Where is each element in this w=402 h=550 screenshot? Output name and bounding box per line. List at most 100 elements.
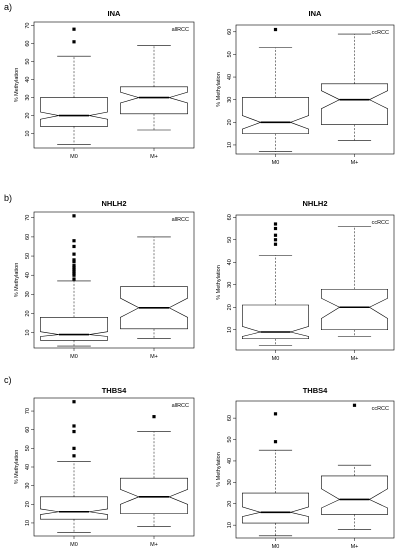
x-tick-label: M+ xyxy=(351,356,359,362)
y-tick-label: 20 xyxy=(227,304,233,310)
box-m0 xyxy=(40,214,108,347)
y-tick-label: 10 xyxy=(227,522,233,528)
outlier-point xyxy=(72,214,76,218)
panel-title: NHLH2 xyxy=(101,199,126,208)
y-tick-label: 40 xyxy=(25,272,31,278)
panel-title: THBS4 xyxy=(303,386,328,395)
panel-title: INA xyxy=(309,9,323,18)
outlier-point xyxy=(72,252,76,256)
panel-title: NHLH2 xyxy=(302,199,327,208)
x-tick-label: M0 xyxy=(70,542,78,548)
y-axis-label: % Methylation xyxy=(216,265,222,300)
outlier-point xyxy=(72,454,76,458)
row-label-b: b) xyxy=(4,193,13,203)
x-tick-label: M+ xyxy=(351,544,359,550)
y-tick-label: 30 xyxy=(227,479,233,485)
panel-thbs4-allrcc: THBS4 allRCC 10 20 30 40 50 60 70 % Methylation M0… xyxy=(14,386,195,548)
outlier-point xyxy=(273,222,278,226)
panel-title: INA xyxy=(108,9,122,18)
box-mplus xyxy=(321,225,388,337)
outlier-point xyxy=(72,244,76,249)
y-axis-label: % Methylation xyxy=(216,72,222,107)
y-tick-label: 40 xyxy=(227,74,233,80)
outlier-point xyxy=(273,27,278,32)
outlier-point xyxy=(72,239,76,243)
box-mplus xyxy=(120,45,188,131)
y-tick-label: 10 xyxy=(25,131,31,137)
y-tick-label: 40 xyxy=(227,259,233,265)
subset-label: allRCC xyxy=(172,403,189,409)
x-tick-label: M0 xyxy=(272,160,280,166)
x-tick-label: M0 xyxy=(70,354,78,360)
y-tick-label: 20 xyxy=(227,119,233,125)
y-tick-label: 10 xyxy=(25,520,31,526)
panel-title: THBS4 xyxy=(102,386,127,395)
notched-box xyxy=(321,288,388,331)
x-tick-label: M+ xyxy=(150,354,158,360)
y-tick-label: 10 xyxy=(227,327,233,333)
notched-box xyxy=(120,477,188,514)
plot-frame xyxy=(235,400,395,539)
outlier-point xyxy=(152,415,156,419)
y-tick-label: 60 xyxy=(227,214,233,220)
outlier-point xyxy=(72,258,76,262)
y-tick-label: 50 xyxy=(25,445,31,451)
plot-frame xyxy=(235,24,395,155)
notched-box xyxy=(242,304,309,340)
y-tick-label: 40 xyxy=(227,458,233,464)
outlier-point xyxy=(72,429,76,434)
subset-label: allRCC xyxy=(172,27,189,33)
outlier-point xyxy=(72,40,76,44)
outlier-point xyxy=(72,277,76,281)
notched-box xyxy=(242,492,309,524)
panel-ina-ccrcc: INA ccRCC 10 20 30 40 50 60 % Methylation M0 M+ xyxy=(216,9,395,166)
y-tick-label: 60 xyxy=(25,234,31,240)
notched-box xyxy=(40,97,108,127)
y-tick-label: 10 xyxy=(227,142,233,148)
subset-label: ccRCC xyxy=(372,30,389,36)
panel-nhlh2-ccrcc: NHLH2 ccRCC 10 20 30 40 50 60 % Methylation M0 M+ xyxy=(216,199,395,362)
y-tick-label: 20 xyxy=(25,501,31,507)
panel-thbs4-ccrcc: THBS4 ccRCC 10 20 30 40 50 60 % Methylation M0 M+ xyxy=(216,386,395,550)
box-mplus xyxy=(321,403,388,530)
y-tick-label: 30 xyxy=(25,95,31,101)
y-tick-label: 70 xyxy=(25,215,31,221)
y-tick-label: 50 xyxy=(227,237,233,243)
row-label-c: c) xyxy=(4,375,12,385)
box-mplus xyxy=(321,33,388,141)
x-tick-label: M+ xyxy=(150,542,158,548)
y-tick-label: 30 xyxy=(227,97,233,103)
x-tick-label: M+ xyxy=(150,154,158,160)
panel-nhlh2-allrcc: NHLH2 allRCC 10 20 30 40 50 60 70 % Methylation M0… xyxy=(14,199,195,360)
y-tick-label: 50 xyxy=(227,436,233,442)
box-m0 xyxy=(242,222,309,346)
outlier-point xyxy=(72,273,76,277)
y-axis-label: % Methylation xyxy=(14,450,20,485)
subset-label: ccRCC xyxy=(372,220,389,226)
y-axis-label: % Methylation xyxy=(14,68,20,103)
subset-label: allRCC xyxy=(172,217,189,223)
box-m0 xyxy=(242,27,309,153)
x-tick-label: M0 xyxy=(272,544,280,550)
y-tick-label: 50 xyxy=(25,253,31,259)
box-m0 xyxy=(40,400,108,533)
plot-frame xyxy=(33,21,195,149)
subset-label: ccRCC xyxy=(372,406,389,412)
y-axis-label: % Methylation xyxy=(14,263,20,298)
notched-box xyxy=(40,496,108,520)
outlier-point xyxy=(72,27,76,31)
outlier-point xyxy=(72,400,76,404)
y-tick-label: 50 xyxy=(25,59,31,65)
outlier-point xyxy=(72,446,76,450)
y-tick-label: 50 xyxy=(227,51,233,57)
y-tick-label: 20 xyxy=(227,501,233,507)
panel-ina-allrcc: INA allRCC 10 20 30 40 50 60 70 % Methylation M0 M+ xyxy=(14,9,195,160)
y-tick-label: 20 xyxy=(25,310,31,316)
outlier-point xyxy=(72,265,76,270)
outlier-point xyxy=(273,440,278,444)
plot-frame xyxy=(235,214,395,351)
notched-box xyxy=(120,86,188,115)
box-m0 xyxy=(40,27,108,145)
y-tick-label: 10 xyxy=(25,330,31,336)
